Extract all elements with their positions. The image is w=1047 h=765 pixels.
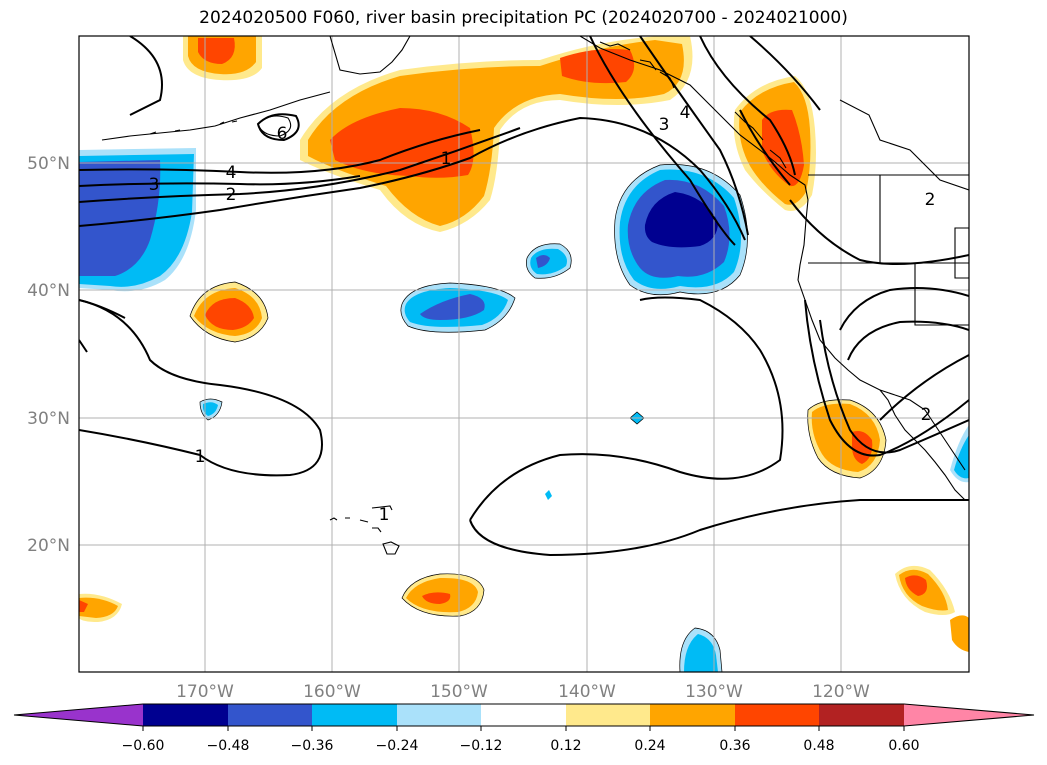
- colorbar-tick-label: 0.12: [550, 738, 581, 754]
- colorbar-extend-right: [904, 704, 1034, 726]
- lat-tick-label: 40°N: [27, 281, 70, 301]
- colorbar-extend-left: [14, 704, 143, 726]
- colorbar-segment: [481, 704, 566, 726]
- contour-label: 6: [277, 124, 288, 144]
- lon-tick-label: 150°W: [430, 682, 488, 702]
- positive-anomaly-fills: [79, 36, 969, 652]
- lon-tick-label: 170°W: [176, 682, 234, 702]
- lon-tick-label: 140°W: [558, 682, 616, 702]
- colorbar-segment: [143, 704, 228, 726]
- colorbar-tick-label: 0.48: [803, 738, 834, 754]
- negative-anomaly-fills: [79, 148, 969, 672]
- latitude-labels: 50°N 40°N 30°N 20°N: [27, 154, 70, 556]
- lon-tick-label: 130°W: [685, 682, 743, 702]
- lon-tick-label: 160°W: [303, 682, 361, 702]
- colorbar-tick-label: −0.36: [291, 738, 334, 754]
- lon-tick-label: 120°W: [812, 682, 870, 702]
- colorbar-tick-label: −0.24: [376, 738, 419, 754]
- colorbar-tick-label: −0.12: [460, 738, 503, 754]
- contour-label: 2: [226, 185, 237, 205]
- colorbar-tick-label: −0.48: [207, 738, 250, 754]
- colorbar-segment: [566, 704, 650, 726]
- contour-label: 1: [195, 447, 206, 467]
- contour-label-group: 6 4 3 2 1 1 1 3 4 2 2: [149, 103, 936, 525]
- colorbar-tick-labels: −0.60 −0.48 −0.36 −0.24 −0.12 0.12 0.24 …: [122, 738, 920, 754]
- colorbar-ticks: [142, 726, 905, 731]
- colorbar-segment: [228, 704, 312, 726]
- longitude-labels: 170°W 160°W 150°W 140°W 130°W 120°W: [176, 682, 870, 702]
- contour-label: 3: [149, 175, 160, 195]
- contour-label: 4: [680, 103, 691, 123]
- map-title: 2024020500 F060, river basin precipitati…: [199, 8, 848, 28]
- lat-tick-label: 20°N: [27, 536, 70, 556]
- colorbar-tick-label: 0.24: [634, 738, 665, 754]
- lat-tick-label: 50°N: [27, 154, 70, 174]
- colorbar-segment: [819, 704, 904, 726]
- contour-label: 4: [226, 163, 237, 183]
- contour-label: 3: [659, 115, 670, 135]
- contour-label: 1: [441, 149, 452, 169]
- contour-label: 1: [379, 505, 390, 525]
- patch-outlines: [189, 164, 887, 672]
- lat-tick-label: 30°N: [27, 409, 70, 429]
- colorbar-segment: [312, 704, 397, 726]
- map-plot-area: [79, 36, 969, 672]
- colorbar-tick-label: −0.60: [122, 738, 165, 754]
- map-frame: [78, 35, 970, 673]
- colorbar-tick-label: 0.60: [888, 738, 919, 754]
- colorbar-segment: [735, 704, 819, 726]
- colorbar: −0.60 −0.48 −0.36 −0.24 −0.12 0.12 0.24 …: [13, 703, 1035, 754]
- colorbar-segment: [397, 704, 481, 726]
- contour-label: 2: [925, 190, 936, 210]
- contour-lines: [79, 36, 969, 557]
- colorbar-segment: [650, 704, 735, 726]
- colorbar-tick-label: 0.36: [719, 738, 750, 754]
- contour-label: 2: [921, 405, 932, 425]
